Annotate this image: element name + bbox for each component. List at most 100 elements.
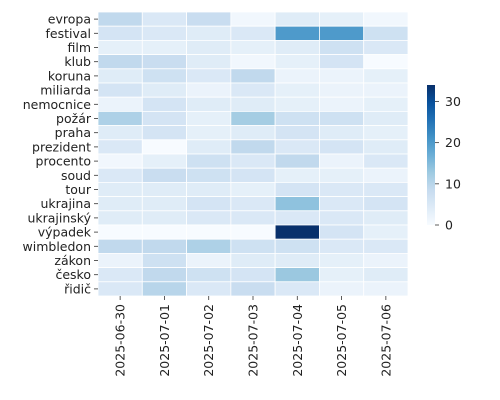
heatmap-cell (274, 196, 320, 212)
row-label: procento (36, 154, 91, 169)
heatmap-cell (230, 125, 276, 141)
heatmap-cell (141, 224, 187, 240)
heatmap-cell (97, 96, 143, 112)
heatmap-cell (363, 196, 409, 212)
heatmap-cell (186, 68, 232, 84)
heatmap-cell (230, 111, 276, 127)
heatmap-cell (97, 68, 143, 84)
column-label: 2025-07-03 (246, 304, 261, 377)
heatmap-cell (186, 281, 232, 297)
row-label: praha (55, 125, 91, 140)
heatmap-cell (319, 111, 365, 127)
heatmap-cell (141, 238, 187, 254)
heatmap-cell (319, 238, 365, 254)
heatmap-cell (274, 252, 320, 268)
heatmap-cell (319, 40, 365, 56)
heatmap-cell (141, 210, 187, 226)
heatmap-cell (230, 25, 276, 41)
heatmap-cell (363, 111, 409, 127)
heatmap-cell (186, 82, 232, 98)
heatmap-cell (141, 252, 187, 268)
colorbar-tick-label: 20 (445, 135, 461, 150)
heatmap-cell (97, 281, 143, 297)
heatmap-cell (97, 139, 143, 155)
colorbar: 0 10 20 30 (427, 85, 461, 233)
heatmap-cell (274, 181, 320, 197)
heatmap-cell (186, 54, 232, 70)
heatmap-cell (363, 267, 409, 283)
heatmap-cell (186, 238, 232, 254)
heatmap-cell (319, 125, 365, 141)
row-label: klub (64, 54, 91, 69)
heatmap-cell (274, 167, 320, 183)
heatmap-cell (141, 111, 187, 127)
heatmap-cell (363, 238, 409, 254)
heatmap-cell (97, 196, 143, 212)
heatmap-cell (97, 238, 143, 254)
heatmap-cell (97, 25, 143, 41)
row-label: soud (61, 168, 91, 183)
heatmap-cell (319, 96, 365, 112)
heatmap-cell (274, 153, 320, 169)
heatmap-cell (319, 181, 365, 197)
heatmap-cell (141, 153, 187, 169)
heatmap-cell (230, 181, 276, 197)
heatmap-cell (186, 96, 232, 112)
heatmap-cell (97, 11, 143, 27)
heatmap-cell (319, 281, 365, 297)
heatmap-cell (141, 82, 187, 98)
heatmap-cell (186, 25, 232, 41)
heatmap-cell (97, 210, 143, 226)
heatmap-cell (97, 252, 143, 268)
heatmap-cell (230, 139, 276, 155)
heatmap-cell (141, 96, 187, 112)
heatmap-cell (363, 40, 409, 56)
heatmap-cell (97, 111, 143, 127)
heatmap-cell (363, 167, 409, 183)
heatmap-cell (274, 267, 320, 283)
heatmap-cell (186, 139, 232, 155)
column-label: 2025-07-01 (157, 304, 172, 377)
heatmap-cell (363, 82, 409, 98)
heatmap-cell (230, 11, 276, 27)
heatmap-cell (230, 82, 276, 98)
heatmap-cell (274, 54, 320, 70)
heatmap-cell (363, 96, 409, 112)
heatmap-cell (319, 252, 365, 268)
column-label: 2025-07-04 (290, 304, 305, 377)
heatmap-cell (141, 11, 187, 27)
heatmap-cell (363, 54, 409, 70)
column-label: 2025-07-05 (334, 304, 349, 377)
heatmap-cell (230, 281, 276, 297)
heatmap-cell (230, 238, 276, 254)
heatmap-cell (230, 252, 276, 268)
column-label: 2025-06-30 (113, 304, 128, 377)
heatmap-cell (319, 267, 365, 283)
row-label: česko (55, 267, 91, 282)
row-label: film (67, 40, 91, 55)
heatmap-cell (141, 68, 187, 84)
heatmap-cell (141, 125, 187, 141)
heatmap-cell (274, 281, 320, 297)
heatmap-cell (363, 25, 409, 41)
heatmap-cell (186, 40, 232, 56)
row-label: řidič (64, 281, 91, 296)
row-label: ukrajina (41, 196, 92, 211)
heatmap-cell (230, 267, 276, 283)
heatmap-cell (319, 54, 365, 70)
row-label: tour (65, 182, 91, 197)
heatmap-cell (319, 82, 365, 98)
heatmap-cell (186, 167, 232, 183)
heatmap-cells (97, 11, 409, 297)
heatmap-cell (230, 96, 276, 112)
heatmap-cell (97, 224, 143, 240)
heatmap-cell (363, 125, 409, 141)
row-label: nemocnice (23, 97, 92, 112)
heatmap-cell (319, 25, 365, 41)
heatmap-cell (141, 267, 187, 283)
heatmap-cell (230, 167, 276, 183)
heatmap-cell (319, 210, 365, 226)
heatmap-cell (274, 82, 320, 98)
heatmap-cell (319, 153, 365, 169)
